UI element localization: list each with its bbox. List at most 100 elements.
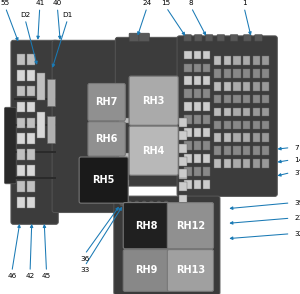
Text: 23: 23 bbox=[294, 215, 300, 221]
FancyBboxPatch shape bbox=[114, 196, 220, 294]
Bar bbox=[184, 141, 192, 150]
Bar bbox=[119, 180, 129, 185]
Bar bbox=[253, 56, 260, 65]
Text: 40: 40 bbox=[53, 0, 62, 6]
Bar bbox=[179, 169, 187, 178]
Text: 14: 14 bbox=[294, 157, 300, 163]
Bar bbox=[253, 69, 260, 78]
Bar bbox=[194, 154, 201, 163]
Text: RH8: RH8 bbox=[135, 220, 158, 231]
Bar bbox=[27, 70, 35, 81]
Text: 41: 41 bbox=[35, 0, 44, 6]
Bar bbox=[194, 167, 201, 176]
Bar bbox=[27, 118, 35, 128]
Bar bbox=[184, 64, 192, 72]
Bar bbox=[184, 102, 192, 111]
Bar bbox=[233, 82, 241, 91]
Bar bbox=[179, 182, 187, 191]
FancyBboxPatch shape bbox=[184, 35, 191, 41]
Bar bbox=[194, 102, 201, 111]
FancyBboxPatch shape bbox=[115, 37, 192, 186]
Bar bbox=[202, 180, 210, 189]
Text: 55: 55 bbox=[1, 0, 10, 6]
Bar bbox=[202, 154, 210, 163]
Bar bbox=[37, 74, 45, 100]
Bar bbox=[214, 108, 221, 116]
Bar bbox=[17, 149, 25, 160]
Bar bbox=[233, 56, 241, 65]
Bar bbox=[262, 159, 269, 168]
Text: 42: 42 bbox=[26, 273, 35, 279]
Bar bbox=[202, 64, 210, 72]
Text: 7: 7 bbox=[294, 145, 299, 151]
Bar bbox=[243, 69, 250, 78]
Bar bbox=[194, 51, 201, 59]
Bar bbox=[179, 157, 187, 166]
Bar bbox=[202, 167, 210, 176]
Bar bbox=[262, 133, 269, 142]
Bar bbox=[214, 146, 221, 155]
Bar bbox=[253, 108, 260, 116]
Text: RH5: RH5 bbox=[92, 175, 115, 185]
Bar bbox=[27, 149, 35, 160]
Bar bbox=[233, 121, 241, 129]
Bar bbox=[214, 159, 221, 168]
Text: RH13: RH13 bbox=[176, 265, 205, 275]
Bar bbox=[14, 98, 56, 100]
FancyBboxPatch shape bbox=[79, 157, 128, 203]
Bar bbox=[262, 108, 269, 116]
Bar bbox=[184, 76, 192, 85]
Bar bbox=[243, 133, 250, 142]
Bar bbox=[14, 151, 56, 153]
Text: 8: 8 bbox=[189, 0, 194, 6]
Bar bbox=[243, 146, 250, 155]
Bar bbox=[262, 56, 269, 65]
FancyBboxPatch shape bbox=[167, 250, 214, 291]
Bar bbox=[243, 95, 250, 103]
Circle shape bbox=[157, 201, 161, 206]
Bar bbox=[27, 165, 35, 176]
FancyBboxPatch shape bbox=[11, 40, 58, 224]
Bar bbox=[214, 82, 221, 91]
Bar bbox=[224, 121, 231, 129]
Text: RH4: RH4 bbox=[142, 146, 165, 156]
FancyBboxPatch shape bbox=[230, 35, 238, 41]
Bar bbox=[194, 76, 201, 85]
Bar bbox=[202, 102, 210, 111]
Bar bbox=[233, 108, 241, 116]
Bar bbox=[262, 121, 269, 129]
Bar bbox=[214, 133, 221, 142]
Bar bbox=[253, 146, 260, 155]
Bar bbox=[202, 115, 210, 124]
FancyBboxPatch shape bbox=[139, 33, 149, 41]
Bar bbox=[27, 86, 35, 96]
Bar bbox=[179, 144, 187, 153]
Bar bbox=[17, 102, 25, 112]
Circle shape bbox=[135, 201, 139, 206]
Text: 1: 1 bbox=[242, 0, 246, 6]
Text: RH6: RH6 bbox=[95, 134, 118, 144]
Bar bbox=[194, 89, 201, 98]
Text: RH3: RH3 bbox=[142, 96, 165, 106]
Bar bbox=[253, 121, 260, 129]
Bar bbox=[262, 82, 269, 91]
FancyBboxPatch shape bbox=[194, 35, 202, 41]
Bar bbox=[14, 124, 56, 126]
Bar bbox=[184, 167, 192, 176]
Bar bbox=[179, 208, 187, 217]
Bar bbox=[184, 180, 192, 189]
Bar bbox=[224, 133, 231, 142]
Text: 24: 24 bbox=[142, 0, 152, 6]
FancyBboxPatch shape bbox=[177, 36, 277, 196]
FancyBboxPatch shape bbox=[129, 76, 178, 125]
Bar bbox=[253, 95, 260, 103]
Bar bbox=[243, 159, 250, 168]
FancyBboxPatch shape bbox=[217, 35, 225, 41]
Bar bbox=[27, 197, 35, 208]
Text: D1: D1 bbox=[63, 12, 73, 18]
Bar bbox=[224, 159, 231, 168]
Bar bbox=[262, 95, 269, 103]
Bar bbox=[17, 165, 25, 176]
Bar bbox=[17, 181, 25, 192]
Bar bbox=[46, 79, 55, 106]
